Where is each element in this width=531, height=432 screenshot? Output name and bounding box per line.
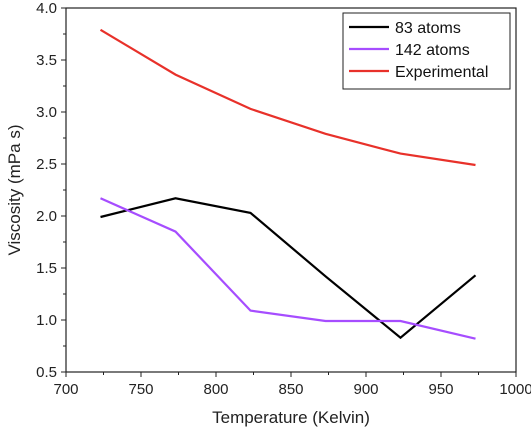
x-tick-label: 800 bbox=[203, 381, 228, 398]
y-tick-label: 1.5 bbox=[36, 260, 57, 277]
axis-ticks bbox=[61, 7, 517, 377]
y-tick-label: 0.5 bbox=[36, 364, 57, 381]
legend-label: 142 atoms bbox=[395, 42, 470, 59]
legend-label: 83 atoms bbox=[395, 20, 461, 37]
y-axis-title: Viscosity (mPa s) bbox=[5, 125, 24, 256]
x-tick-label: 900 bbox=[353, 381, 378, 398]
y-axis-tick-labels: 0.5 1.0 1.5 2.0 2.5 3.0 3.5 4.0 bbox=[36, 0, 57, 381]
x-tick-label: 950 bbox=[428, 381, 453, 398]
x-tick-label: 750 bbox=[128, 381, 153, 398]
y-tick-label: 4.0 bbox=[36, 0, 57, 17]
y-tick-label: 2.5 bbox=[36, 156, 57, 173]
legend-label: Experimental bbox=[395, 64, 488, 81]
x-axis-title: Temperature (Kelvin) bbox=[212, 408, 370, 427]
legend: 83 atoms 142 atoms Experimental bbox=[342, 12, 511, 90]
series-lines bbox=[99, 28, 477, 340]
legend-box bbox=[342, 12, 511, 90]
series-line-1 bbox=[100, 197, 477, 340]
x-tick-label: 700 bbox=[53, 381, 78, 398]
x-tick-label: 850 bbox=[278, 381, 303, 398]
series-line-2 bbox=[100, 197, 476, 340]
y-tick-label: 3.5 bbox=[36, 52, 57, 69]
y-tick-label: 3.0 bbox=[36, 104, 57, 121]
y-tick-label: 2.0 bbox=[36, 208, 57, 225]
series-line-3 bbox=[99, 28, 476, 167]
x-tick-label: 1000 bbox=[499, 381, 531, 398]
x-axis-tick-labels: 700 750 800 850 900 950 1000 bbox=[53, 381, 531, 398]
y-tick-label: 1.0 bbox=[36, 312, 57, 329]
